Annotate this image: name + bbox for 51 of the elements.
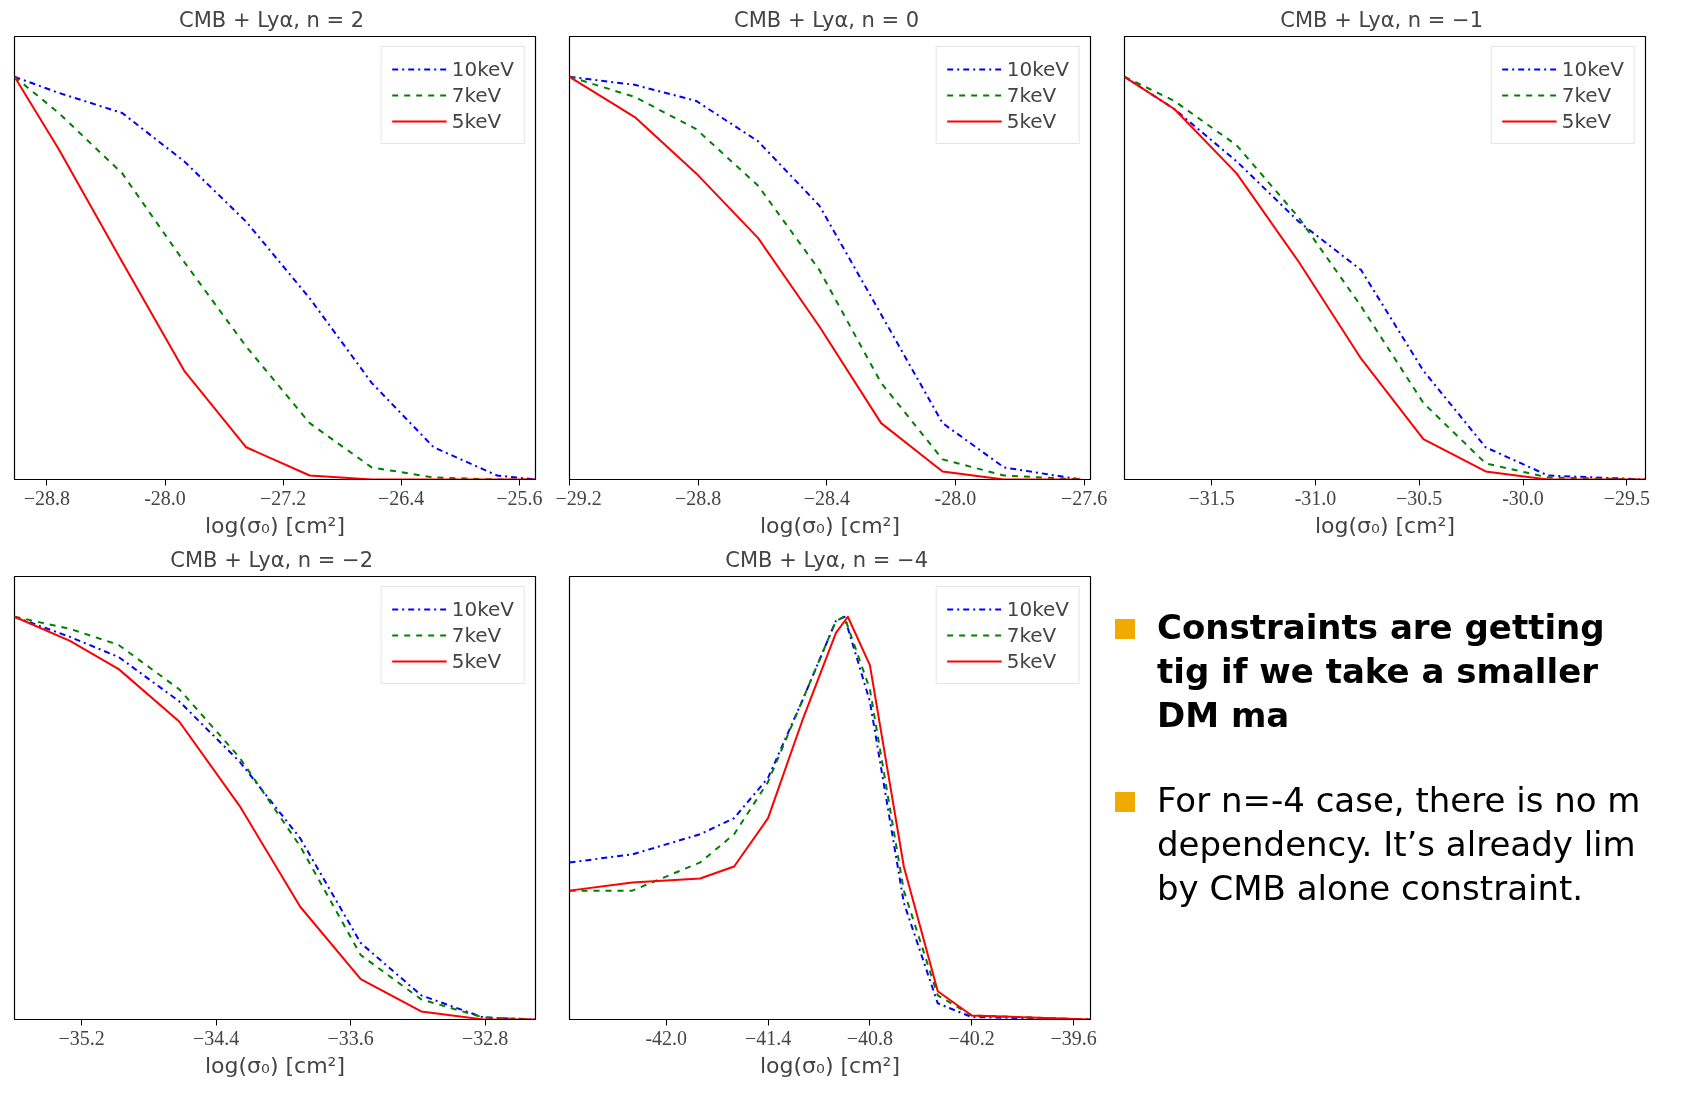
x-tick-label: −41.4 [744, 1026, 792, 1049]
x-tick-label: -28.0 [144, 486, 186, 509]
legend-label: 7keV [1006, 623, 1057, 647]
x-tick-label: −34.4 [193, 1026, 240, 1049]
chart-title: CMB + Lyα, n = −2 [170, 547, 374, 572]
x-tick-label: −28.8 [23, 486, 71, 509]
x-axis-title: log(σ₀) [cm²] [1315, 512, 1455, 538]
text: Constraints are getting tig if we take a smaller DM ma [1157, 606, 1606, 738]
legend-label: 7keV [451, 83, 502, 107]
x-tick-label: -42.0 [645, 1026, 688, 1049]
x-tick-label: -30.0 [1502, 486, 1544, 509]
x-tick-label: −32.8 [461, 1026, 509, 1049]
x-tick-label: −40.2 [948, 1026, 995, 1049]
legend-label: 7keV [451, 623, 502, 647]
legend-label: 10keV [451, 597, 514, 621]
legend-label: 5keV [451, 649, 502, 673]
chart-title: CMB + Lyα, n = −4 [725, 547, 929, 572]
x-tick-label: −39.6 [1050, 1026, 1097, 1049]
legend-label: 5keV [451, 109, 502, 133]
x-tick-label: −26.4 [378, 486, 425, 509]
x-tick-label: −27.6 [1060, 486, 1108, 509]
x-tick-label: −30.5 [1396, 486, 1443, 509]
legend-label: 7keV [1561, 83, 1612, 107]
chart-title: CMB + Lyα, n = 2 [179, 7, 365, 32]
x-tick-label: -31.0 [1294, 486, 1337, 509]
x-axis-title: log(σ₀) [cm²] [205, 1052, 345, 1078]
x-tick-label: −28.8 [675, 486, 722, 509]
x-axis-title: log(σ₀) [cm²] [205, 512, 345, 538]
x-tick-label: −35.2 [58, 1026, 105, 1049]
legend-label: 10keV [1006, 597, 1069, 621]
chart-title: CMB + Lyα, n = 0 [734, 7, 920, 32]
x-tick-label: −27.2 [259, 486, 307, 509]
x-tick-label: −25.6 [496, 486, 543, 509]
chart-title: CMB + Lyα, n = −1 [1280, 7, 1484, 32]
legend-label: 10keV [1006, 57, 1069, 81]
legend-label: 7keV [1006, 83, 1057, 107]
legend-label: 10keV [1561, 57, 1624, 81]
x-axis-title: log(σ₀) [cm²] [760, 512, 900, 538]
legend-label: 10keV [451, 57, 514, 81]
x-tick-label: −29.5 [1603, 486, 1650, 509]
x-tick-label: −28.4 [803, 486, 850, 509]
legend-label: 5keV [1006, 649, 1057, 673]
legend-label: 5keV [1006, 109, 1057, 133]
x-axis-title: log(σ₀) [cm²] [760, 1052, 900, 1078]
legend-label: 5keV [1561, 109, 1612, 133]
x-tick-label: −31.5 [1188, 486, 1235, 509]
x-tick-label: −29.2 [555, 486, 602, 509]
x-tick-label: −33.6 [327, 1026, 374, 1049]
text: For n=-4 case, there is no m dependency. It’s already lim by CMB alone constraint. [1157, 778, 1642, 910]
x-tick-label: -28.0 [934, 486, 977, 509]
x-tick-label: −40.8 [846, 1026, 894, 1049]
